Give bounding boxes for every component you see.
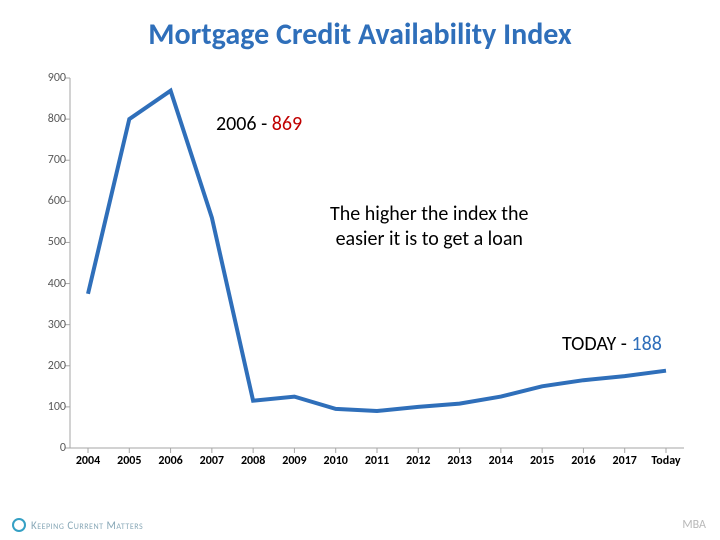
y-tick-label: 900 — [36, 71, 66, 85]
x-tick-label: 2010 — [324, 454, 348, 468]
caption-line-1: The higher the index the — [330, 202, 528, 227]
x-tick-label: 2012 — [406, 454, 430, 468]
y-tick-label: 0 — [36, 441, 66, 455]
peak-value: 869 — [272, 112, 302, 136]
x-tick-label: 2004 — [76, 454, 100, 468]
x-tick-label: 2017 — [613, 454, 637, 468]
y-tick-label: 800 — [36, 112, 66, 126]
plot-area: 2006 - 869 TODAY - 188 The higher the in… — [70, 78, 684, 448]
y-tick-label: 400 — [36, 277, 66, 291]
footer-source: MBA — [682, 518, 706, 532]
x-tick-label: 2007 — [200, 454, 224, 468]
y-tick-label: 500 — [36, 235, 66, 249]
x-tick-label: 2005 — [117, 454, 141, 468]
x-tick-label: 2011 — [365, 454, 389, 468]
today-value: 188 — [631, 332, 661, 356]
peak-prefix: 2006 - — [216, 112, 272, 136]
x-tick-label: 2006 — [158, 454, 182, 468]
caption-text: The higher the index the easier it is to… — [330, 202, 528, 252]
page-title: Mortgage Credit Availability Index — [0, 0, 720, 53]
y-tick-label: 700 — [36, 153, 66, 167]
x-tick-label: Today — [651, 454, 680, 468]
brand-ring-icon — [12, 518, 26, 532]
x-tick-label: 2014 — [489, 454, 513, 468]
line-chart — [70, 78, 684, 448]
y-tick-label: 600 — [36, 194, 66, 208]
x-tick-label: 2009 — [282, 454, 306, 468]
y-tick-label: 100 — [36, 400, 66, 414]
today-prefix: TODAY - — [562, 332, 631, 356]
x-tick-label: 2008 — [241, 454, 265, 468]
x-tick-label: 2016 — [571, 454, 595, 468]
x-tick-label: 2013 — [447, 454, 471, 468]
caption-line-2: easier it is to get a loan — [330, 227, 528, 252]
footer-brand: Keeping Current Matters — [12, 518, 143, 532]
x-tick-label: 2015 — [530, 454, 554, 468]
peak-annotation: 2006 - 869 — [216, 112, 302, 136]
y-tick-label: 300 — [36, 318, 66, 332]
footer-left-text: Keeping Current Matters — [31, 519, 143, 532]
chart-container: 2006 - 869 TODAY - 188 The higher the in… — [36, 70, 692, 480]
y-tick-label: 200 — [36, 359, 66, 373]
today-annotation: TODAY - 188 — [562, 332, 662, 356]
